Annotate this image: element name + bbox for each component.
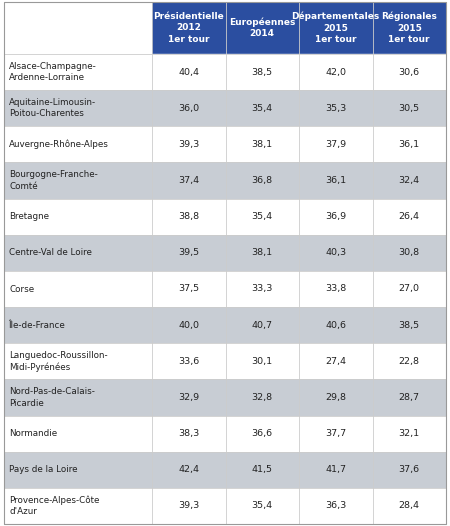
Text: 38,3: 38,3 [178,429,199,438]
Text: 27,0: 27,0 [399,285,420,294]
Text: Auvergne-Rhône-Alpes: Auvergne-Rhône-Alpes [9,139,109,149]
Text: 32,1: 32,1 [399,429,420,438]
Text: 35,4: 35,4 [252,212,273,221]
Bar [4,379,446,416]
Text: Régionales
2015
1er tour: Régionales 2015 1er tour [381,12,437,44]
Text: 32,9: 32,9 [178,393,199,402]
Text: 37,6: 37,6 [399,466,420,474]
Bar [4,2,152,54]
Text: Languedoc-Roussillon-
Midi-Pyrénées: Languedoc-Roussillon- Midi-Pyrénées [9,351,108,372]
Text: 29,8: 29,8 [325,393,346,402]
Text: 40,0: 40,0 [178,321,199,330]
Bar [4,90,446,126]
Text: 40,4: 40,4 [178,67,199,77]
Text: 35,3: 35,3 [325,104,346,113]
Text: 35,4: 35,4 [252,104,273,113]
Bar [225,2,299,54]
Text: 38,5: 38,5 [252,67,273,77]
Text: Centre-Val de Loire: Centre-Val de Loire [9,248,92,257]
Text: Corse: Corse [9,285,34,294]
Text: 39,5: 39,5 [178,248,199,257]
Bar [4,235,446,271]
Text: 35,4: 35,4 [252,501,273,510]
Text: 36,0: 36,0 [178,104,199,113]
Text: 30,6: 30,6 [399,67,420,77]
Bar [4,488,446,524]
Text: 37,4: 37,4 [178,176,199,185]
Text: 36,8: 36,8 [252,176,273,185]
Text: 40,7: 40,7 [252,321,273,330]
Text: 38,5: 38,5 [399,321,420,330]
Text: 36,6: 36,6 [252,429,273,438]
Text: Présidentielle
2012
1er tour: Présidentielle 2012 1er tour [153,12,224,44]
Text: 38,1: 38,1 [252,140,273,149]
Text: 22,8: 22,8 [399,357,420,366]
Text: 30,1: 30,1 [252,357,273,366]
Bar [4,271,446,307]
Text: 41,7: 41,7 [325,466,346,474]
Text: 40,3: 40,3 [325,248,346,257]
Text: 37,9: 37,9 [325,140,346,149]
Bar [4,126,446,163]
Text: 38,8: 38,8 [178,212,199,221]
Bar [4,416,446,452]
Text: 37,7: 37,7 [325,429,346,438]
Text: 42,0: 42,0 [325,67,346,77]
Text: 36,3: 36,3 [325,501,346,510]
Bar [4,307,446,343]
Text: 37,5: 37,5 [178,285,199,294]
Text: 28,4: 28,4 [399,501,420,510]
Bar [4,163,446,199]
Text: 33,3: 33,3 [252,285,273,294]
Text: 33,8: 33,8 [325,285,346,294]
Bar [4,452,446,488]
Text: Île-de-France: Île-de-France [9,321,66,330]
Text: 39,3: 39,3 [178,501,199,510]
Text: 36,1: 36,1 [399,140,420,149]
Text: 42,4: 42,4 [178,466,199,474]
Text: Normandie: Normandie [9,429,57,438]
Text: Pays de la Loire: Pays de la Loire [9,466,77,474]
Text: 33,6: 33,6 [178,357,199,366]
Text: 36,1: 36,1 [325,176,346,185]
Bar [4,199,446,235]
Bar [299,2,373,54]
Text: 38,1: 38,1 [252,248,273,257]
Text: 30,5: 30,5 [399,104,420,113]
Text: Alsace-Champagne-
Ardenne-Lorraine: Alsace-Champagne- Ardenne-Lorraine [9,62,97,82]
Text: Nord-Pas-de-Calais-
Picardie: Nord-Pas-de-Calais- Picardie [9,387,95,408]
Text: Provence-Alpes-Côte
d'Azur: Provence-Alpes-Côte d'Azur [9,495,99,517]
Bar [4,54,446,90]
Text: 30,8: 30,8 [399,248,420,257]
Text: 39,3: 39,3 [178,140,199,149]
Text: Bretagne: Bretagne [9,212,49,221]
Text: Européennes
2014: Européennes 2014 [229,17,296,38]
Text: Aquitaine-Limousin-
Poitou-Charentes: Aquitaine-Limousin- Poitou-Charentes [9,98,96,118]
Text: 40,6: 40,6 [325,321,346,330]
Text: 28,7: 28,7 [399,393,420,402]
Text: 36,9: 36,9 [325,212,346,221]
Bar [373,2,446,54]
Text: 32,8: 32,8 [252,393,273,402]
Bar [152,2,225,54]
Text: 26,4: 26,4 [399,212,420,221]
Text: 41,5: 41,5 [252,466,273,474]
Bar [4,343,446,379]
Text: 32,4: 32,4 [399,176,420,185]
Text: Départementales
2015
1er tour: Départementales 2015 1er tour [292,12,380,44]
Text: Bourgogne-Franche-
Comté: Bourgogne-Franche- Comté [9,170,98,191]
Text: 27,4: 27,4 [325,357,346,366]
